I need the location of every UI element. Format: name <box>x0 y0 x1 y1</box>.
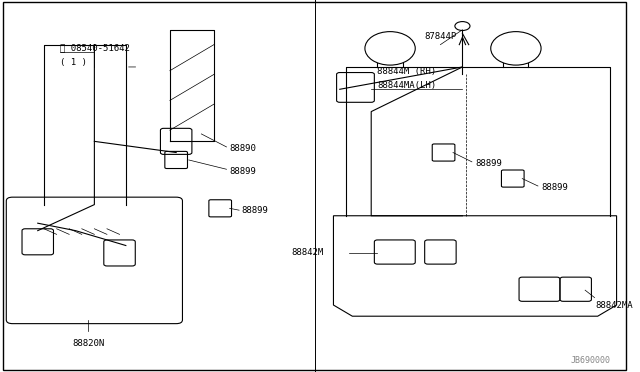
Text: 88844M (RH): 88844M (RH) <box>378 67 436 76</box>
Text: 88899: 88899 <box>241 206 268 215</box>
Text: 88842MA: 88842MA <box>595 301 633 310</box>
Text: 88899: 88899 <box>230 167 257 176</box>
Text: 88899: 88899 <box>541 183 568 192</box>
Text: ( 1 ): ( 1 ) <box>60 58 86 67</box>
Text: 88890: 88890 <box>230 144 257 153</box>
Text: 88899: 88899 <box>475 159 502 168</box>
Text: 88842M: 88842M <box>292 248 324 257</box>
Text: 88844MA(LH): 88844MA(LH) <box>378 81 436 90</box>
Text: 87844P: 87844P <box>424 32 456 41</box>
Text: 88820N: 88820N <box>72 339 104 347</box>
Text: JB690000: JB690000 <box>570 356 611 365</box>
Text: Ⓢ 08540-51642: Ⓢ 08540-51642 <box>60 43 130 52</box>
